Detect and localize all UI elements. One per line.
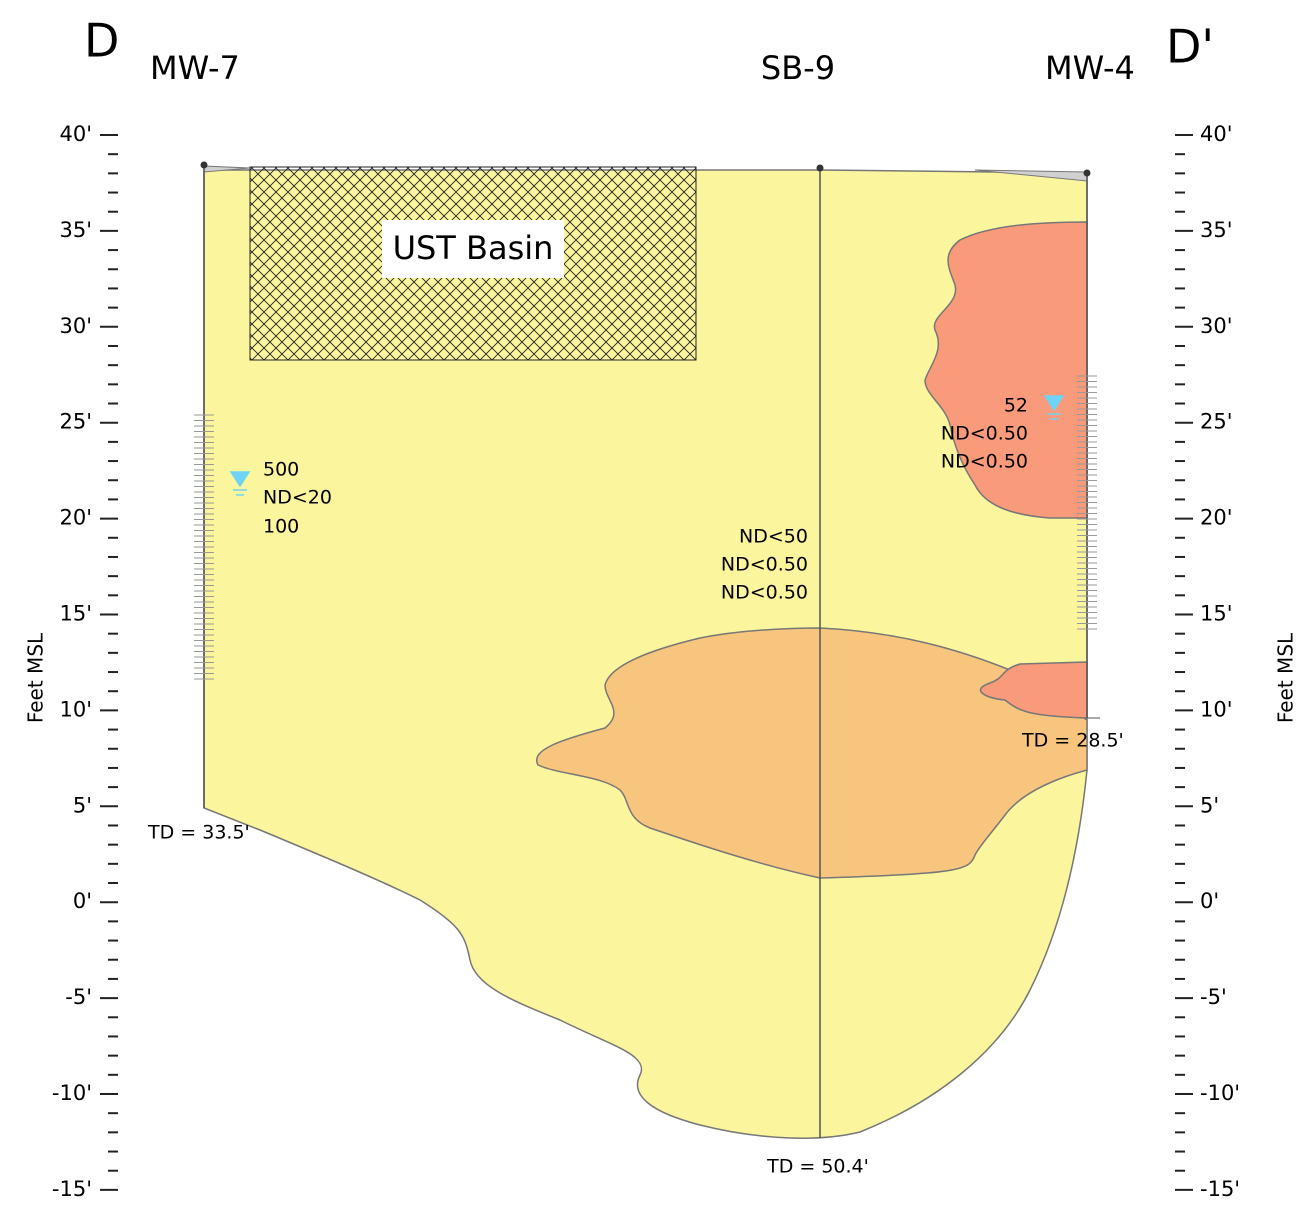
tick-label: 0' (73, 889, 92, 913)
tick-label: 15' (1200, 602, 1233, 626)
well-label: SB-9 (761, 49, 835, 87)
result: ND<0.50 (941, 451, 1028, 473)
tick-label: 25' (60, 410, 93, 434)
tick-label: 40' (1200, 122, 1233, 146)
well-label: MW-4 (1045, 49, 1135, 87)
total-depth: TD = 50.4' (766, 1156, 869, 1178)
tick-label: 20' (1200, 506, 1233, 530)
page: {"header": {"left_marker": "D", "right_m… (0, 0, 1306, 1215)
result: ND<0.50 (721, 554, 808, 576)
result: 500 (263, 459, 299, 481)
tick-label: 35' (60, 218, 93, 242)
result: ND<20 (263, 487, 332, 509)
total-depth: TD = 28.5' (1021, 730, 1124, 752)
section-marker: D' (1166, 20, 1214, 74)
axis-title: Feet MSL (1274, 632, 1298, 723)
tick-label: 40' (60, 122, 93, 146)
tick-label: 30' (60, 314, 93, 338)
result: 52 (1004, 395, 1028, 417)
tick-label: 35' (1200, 218, 1233, 242)
result: ND<0.50 (941, 423, 1028, 445)
tick-label: 15' (60, 602, 93, 626)
tick-label: -5' (65, 985, 92, 1009)
tick-label: 10' (1200, 697, 1233, 721)
tick-label: 5' (1200, 793, 1219, 817)
section-marker: D (84, 14, 119, 68)
tick-label: 20' (60, 506, 93, 530)
tick-label: -5' (1200, 985, 1227, 1009)
tick-label: -10' (52, 1081, 92, 1105)
result: ND<50 (739, 526, 808, 548)
tick-label: 30' (1200, 314, 1233, 338)
axis-title: Feet MSL (24, 632, 48, 723)
cross-section: D D' MW-7 SB-9 MW-4 UST Basin 500 ND<20 … (0, 0, 1306, 1215)
tick-label: -10' (1200, 1081, 1240, 1105)
result: 100 (263, 516, 299, 538)
well-head (817, 165, 824, 172)
tick-label: 5' (73, 793, 92, 817)
tick-label: -15' (1200, 1177, 1240, 1201)
well-label: MW-7 (150, 49, 240, 87)
tick-label: 25' (1200, 410, 1233, 434)
geology (201, 162, 1101, 1139)
well-head (201, 162, 208, 169)
tick-label: 0' (1200, 889, 1219, 913)
ust-label: UST Basin (393, 229, 554, 267)
well-head (1084, 170, 1091, 177)
result: ND<0.50 (721, 582, 808, 604)
total-depth: TD = 33.5' (147, 822, 250, 844)
tick-label: 10' (60, 697, 93, 721)
tick-label: -15' (52, 1177, 92, 1201)
